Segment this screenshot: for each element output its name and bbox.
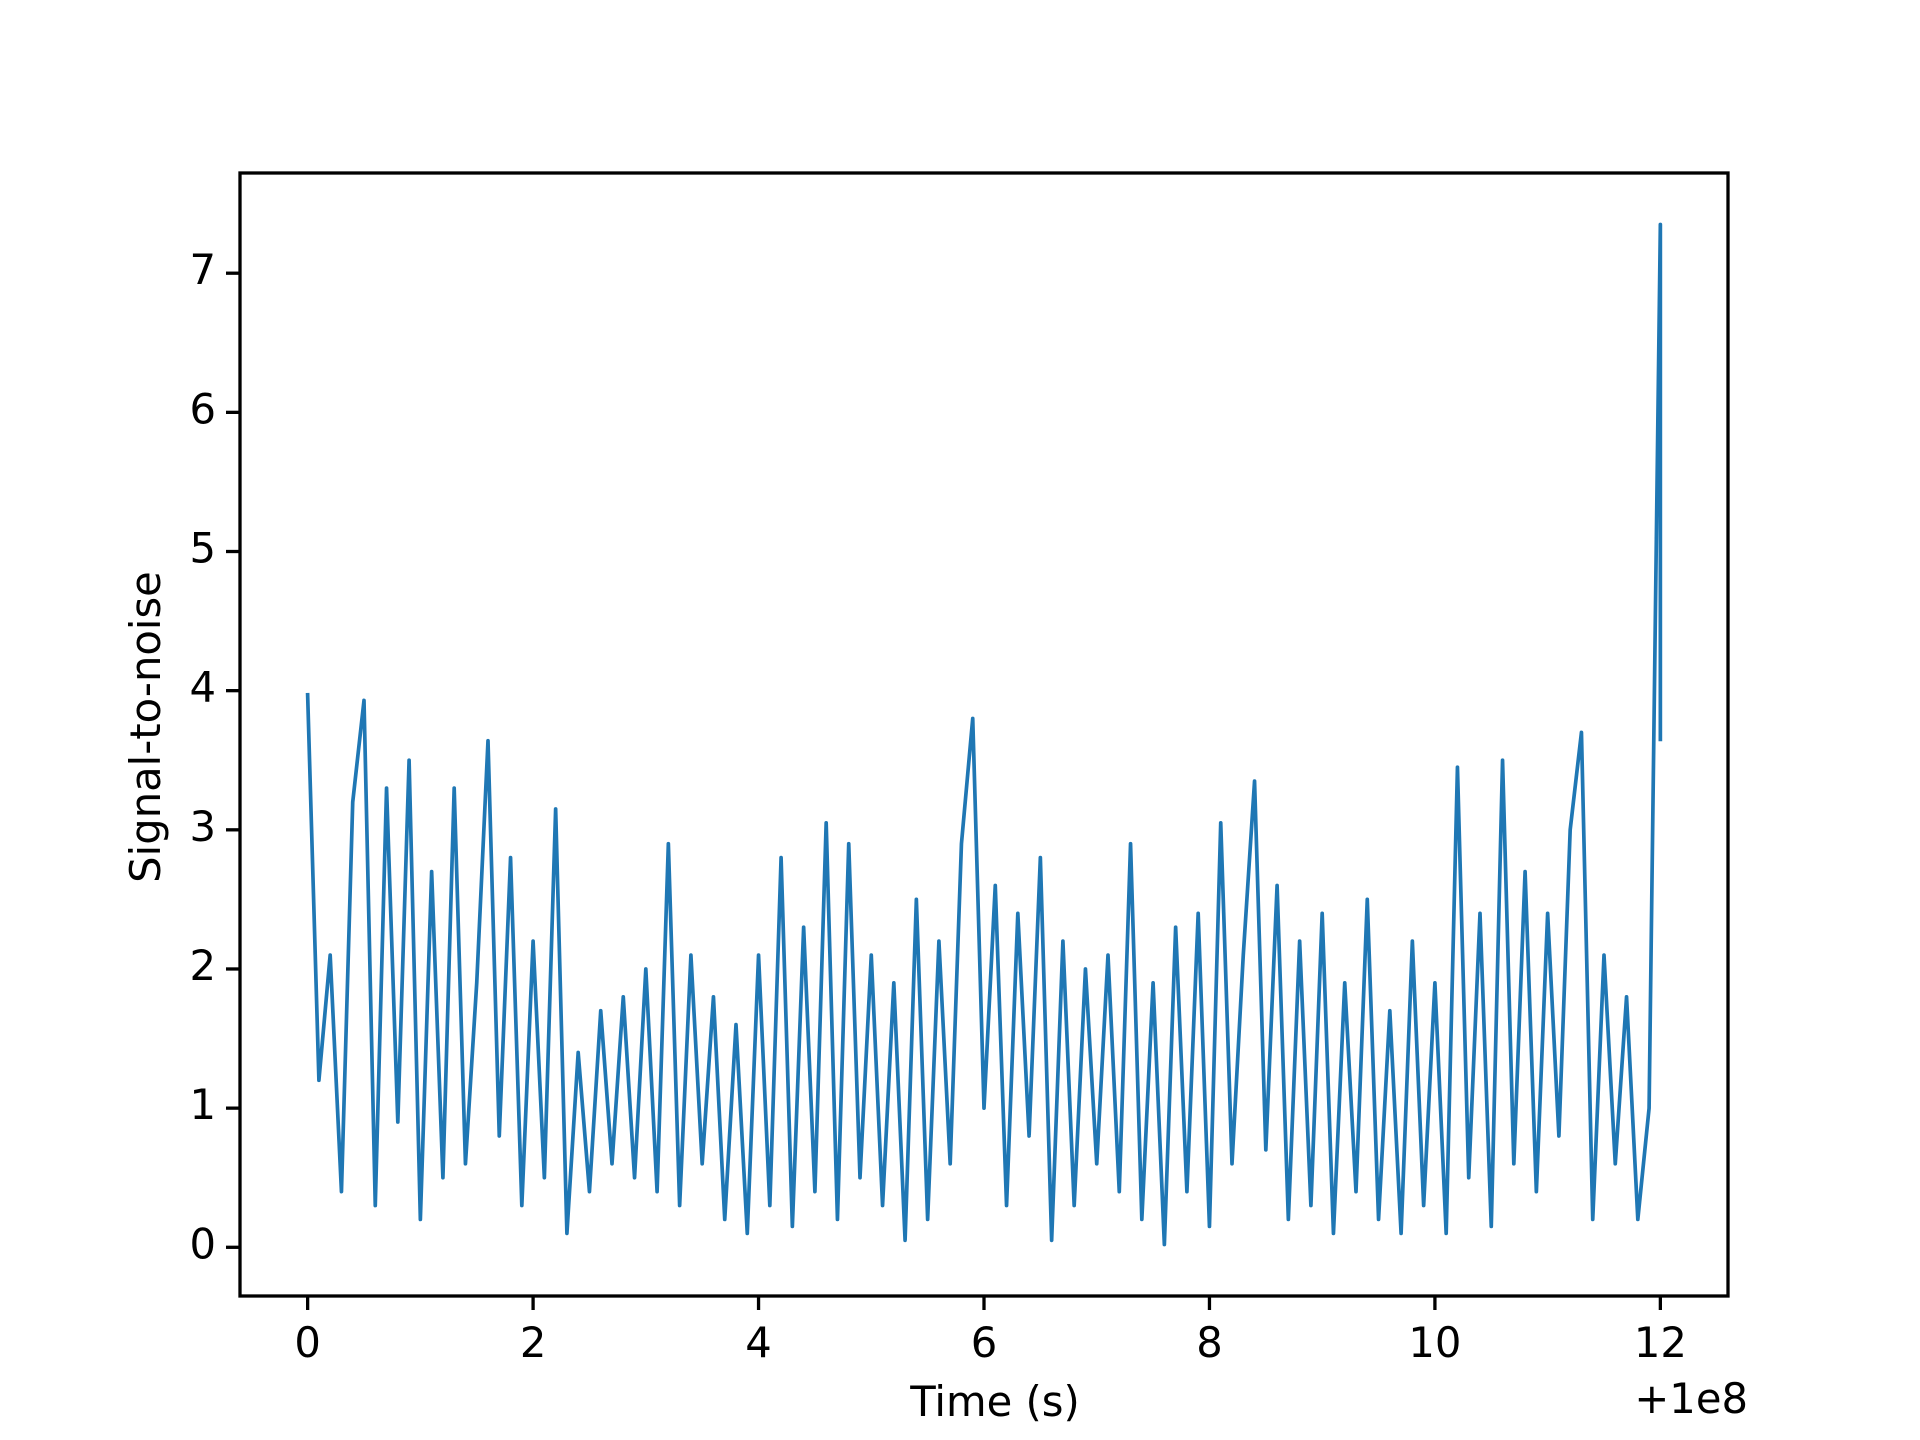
x-tick-label: 10 <box>1408 1318 1461 1367</box>
y-tick-label: 0 <box>189 1219 216 1268</box>
x-offset-label: +1e8 <box>1634 1374 1748 1423</box>
y-tick-label: 3 <box>189 802 216 851</box>
y-tick-label: 2 <box>189 941 216 990</box>
y-tick-label: 4 <box>189 663 216 712</box>
data-line <box>305 222 1663 1247</box>
axes-frame <box>238 171 1730 1298</box>
x-tick-label: 0 <box>294 1318 321 1367</box>
x-tick-label: 12 <box>1634 1318 1687 1367</box>
y-axis-label: Signal-to-noise <box>121 571 170 883</box>
x-tick-label: 8 <box>1196 1318 1223 1367</box>
y-tick-label: 7 <box>189 245 216 294</box>
y-tick-label: 6 <box>189 384 216 433</box>
x-tick-label: 6 <box>971 1318 998 1367</box>
y-tick-label: 1 <box>189 1080 216 1129</box>
x-axis-label: Time (s) <box>909 1377 1080 1426</box>
x-tick-label: 4 <box>745 1318 772 1367</box>
x-tick-label: 2 <box>520 1318 547 1367</box>
y-tick-label: 5 <box>189 524 216 573</box>
